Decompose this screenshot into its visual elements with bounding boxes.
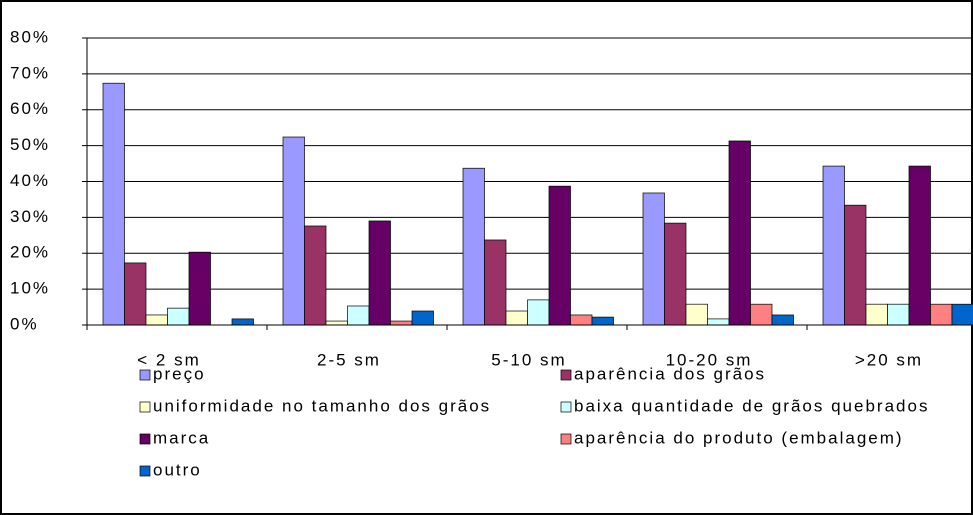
bar (707, 318, 730, 326)
y-tick-label: 80% (10, 27, 50, 46)
x-tick-label: 10-20 sm (666, 350, 753, 369)
bar (642, 192, 665, 326)
bar (951, 303, 973, 326)
bar (484, 239, 507, 326)
bar (462, 167, 485, 326)
y-tick-label: 30% (10, 207, 50, 226)
bar (167, 307, 190, 326)
x-tick-label: 2-5 sm (317, 350, 381, 369)
bar (685, 303, 708, 326)
bar (908, 165, 931, 326)
y-tick-label: 70% (10, 63, 50, 82)
bar (664, 222, 687, 326)
bar (411, 310, 434, 326)
y-tick-label: 50% (10, 135, 50, 154)
legend-swatch (560, 369, 572, 381)
bar (304, 225, 327, 326)
y-tick-label: 60% (10, 99, 50, 118)
bar (822, 165, 845, 326)
legend-label: baixa quantidade de grãos quebrados (574, 396, 929, 415)
bar (368, 220, 391, 326)
legend-label: marca (153, 428, 210, 447)
y-tick-label: 20% (10, 243, 50, 262)
bar (102, 82, 125, 326)
bar (145, 314, 168, 326)
bar (771, 314, 794, 326)
bar (570, 314, 593, 326)
x-tick-label: 5-10 sm (491, 350, 566, 369)
bar (591, 316, 614, 326)
bar (282, 136, 305, 326)
legend-swatch (139, 369, 151, 381)
bar (325, 320, 348, 326)
legend-label: aparência do produto (embalagem) (574, 428, 904, 447)
bar (750, 303, 773, 326)
bar (505, 310, 528, 326)
bar (548, 185, 571, 326)
bar (124, 262, 147, 326)
legend-label: outro (153, 460, 202, 479)
legend-swatch (139, 465, 151, 477)
bar (930, 303, 953, 326)
legend-swatch (560, 401, 572, 413)
bar (728, 140, 751, 326)
y-tick-label: 10% (10, 279, 50, 298)
bar (347, 305, 370, 326)
legend-label: aparência dos grãos (574, 364, 766, 383)
y-tick-label: 40% (10, 171, 50, 190)
legend-swatch (560, 433, 572, 445)
bar (887, 303, 910, 326)
bar (844, 204, 867, 326)
legend-label: preço (153, 364, 206, 383)
bar (390, 320, 413, 326)
legend-swatch (139, 401, 151, 413)
bar (188, 251, 211, 326)
bar (231, 318, 254, 326)
x-tick-label: < 2 sm (137, 350, 201, 369)
x-tick-label: >20 sm (855, 350, 923, 369)
legend-swatch (139, 433, 151, 445)
bar (527, 299, 550, 326)
y-tick-label: 0% (10, 314, 39, 333)
legend-label: uniformidade no tamanho dos grãos (153, 396, 491, 415)
bar (865, 303, 888, 326)
